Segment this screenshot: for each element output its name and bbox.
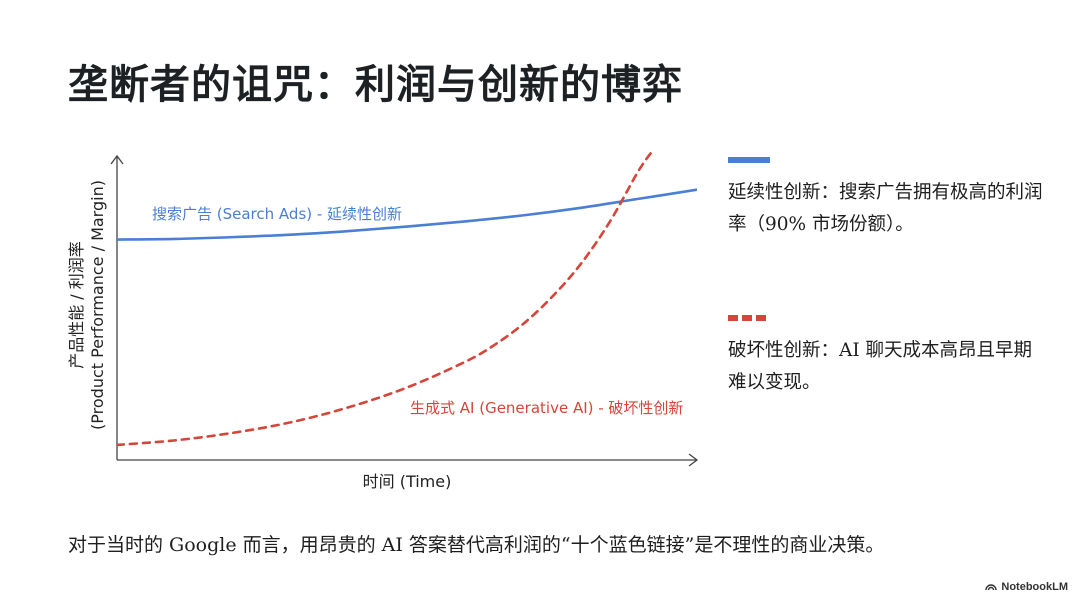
x-axis-label: 时间 (Time): [363, 472, 452, 491]
series-line-generative-ai: [117, 150, 655, 447]
legend-item-sustaining: 延续性创新：搜索广告拥有极高的利润率（90% 市场份额）。: [728, 157, 1048, 241]
brand: NotebookLM: [985, 581, 1068, 593]
series-line-search-ads: [117, 188, 697, 241]
legend-text-disruptive: 破坏性创新：AI 聊天成本高昂且早期难以变现。: [728, 340, 1033, 393]
legend-item-disruptive: 破坏性创新：AI 聊天成本高昂且早期难以变现。: [728, 315, 1048, 399]
footer-text: 对于当时的 Google 而言，用昂贵的 AI 答案替代高利润的“十个蓝色链接”…: [68, 534, 885, 556]
series-label-search-ads: 搜索广告 (Search Ads) - 延续性创新: [152, 205, 402, 223]
notebooklm-icon: [985, 584, 998, 591]
chart-series-layer: [117, 150, 697, 447]
brand-label: NotebookLM: [1001, 581, 1068, 593]
slide-title: 垄断者的诅咒：利润与创新的博弈: [68, 62, 683, 108]
y-axis-label: 产品性能 / 利润率: [67, 241, 86, 369]
chart-axes: [110, 154, 699, 467]
legend-text-sustaining: 延续性创新：搜索广告拥有极高的利润率（90% 市场份额）。: [728, 182, 1043, 235]
x-axis-arrow-icon: [688, 453, 699, 467]
series-label-generative-ai: 生成式 AI (Generative AI) - 破坏性创新: [410, 399, 683, 417]
y-axis-arrow-icon: [110, 154, 124, 165]
y-axis-label-en: (Product Performance / Margin): [88, 180, 107, 430]
legend-swatch-sustaining: [728, 157, 770, 163]
legend-swatch-disruptive: [728, 315, 770, 321]
